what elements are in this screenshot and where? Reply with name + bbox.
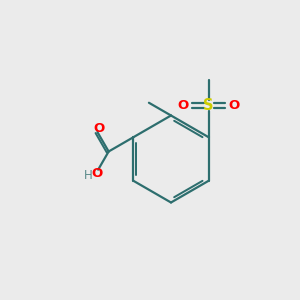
Text: O: O bbox=[229, 99, 240, 112]
Text: O: O bbox=[93, 122, 104, 135]
Text: H: H bbox=[84, 169, 93, 182]
Text: S: S bbox=[203, 98, 214, 113]
Text: O: O bbox=[178, 99, 189, 112]
Text: O: O bbox=[91, 167, 102, 180]
